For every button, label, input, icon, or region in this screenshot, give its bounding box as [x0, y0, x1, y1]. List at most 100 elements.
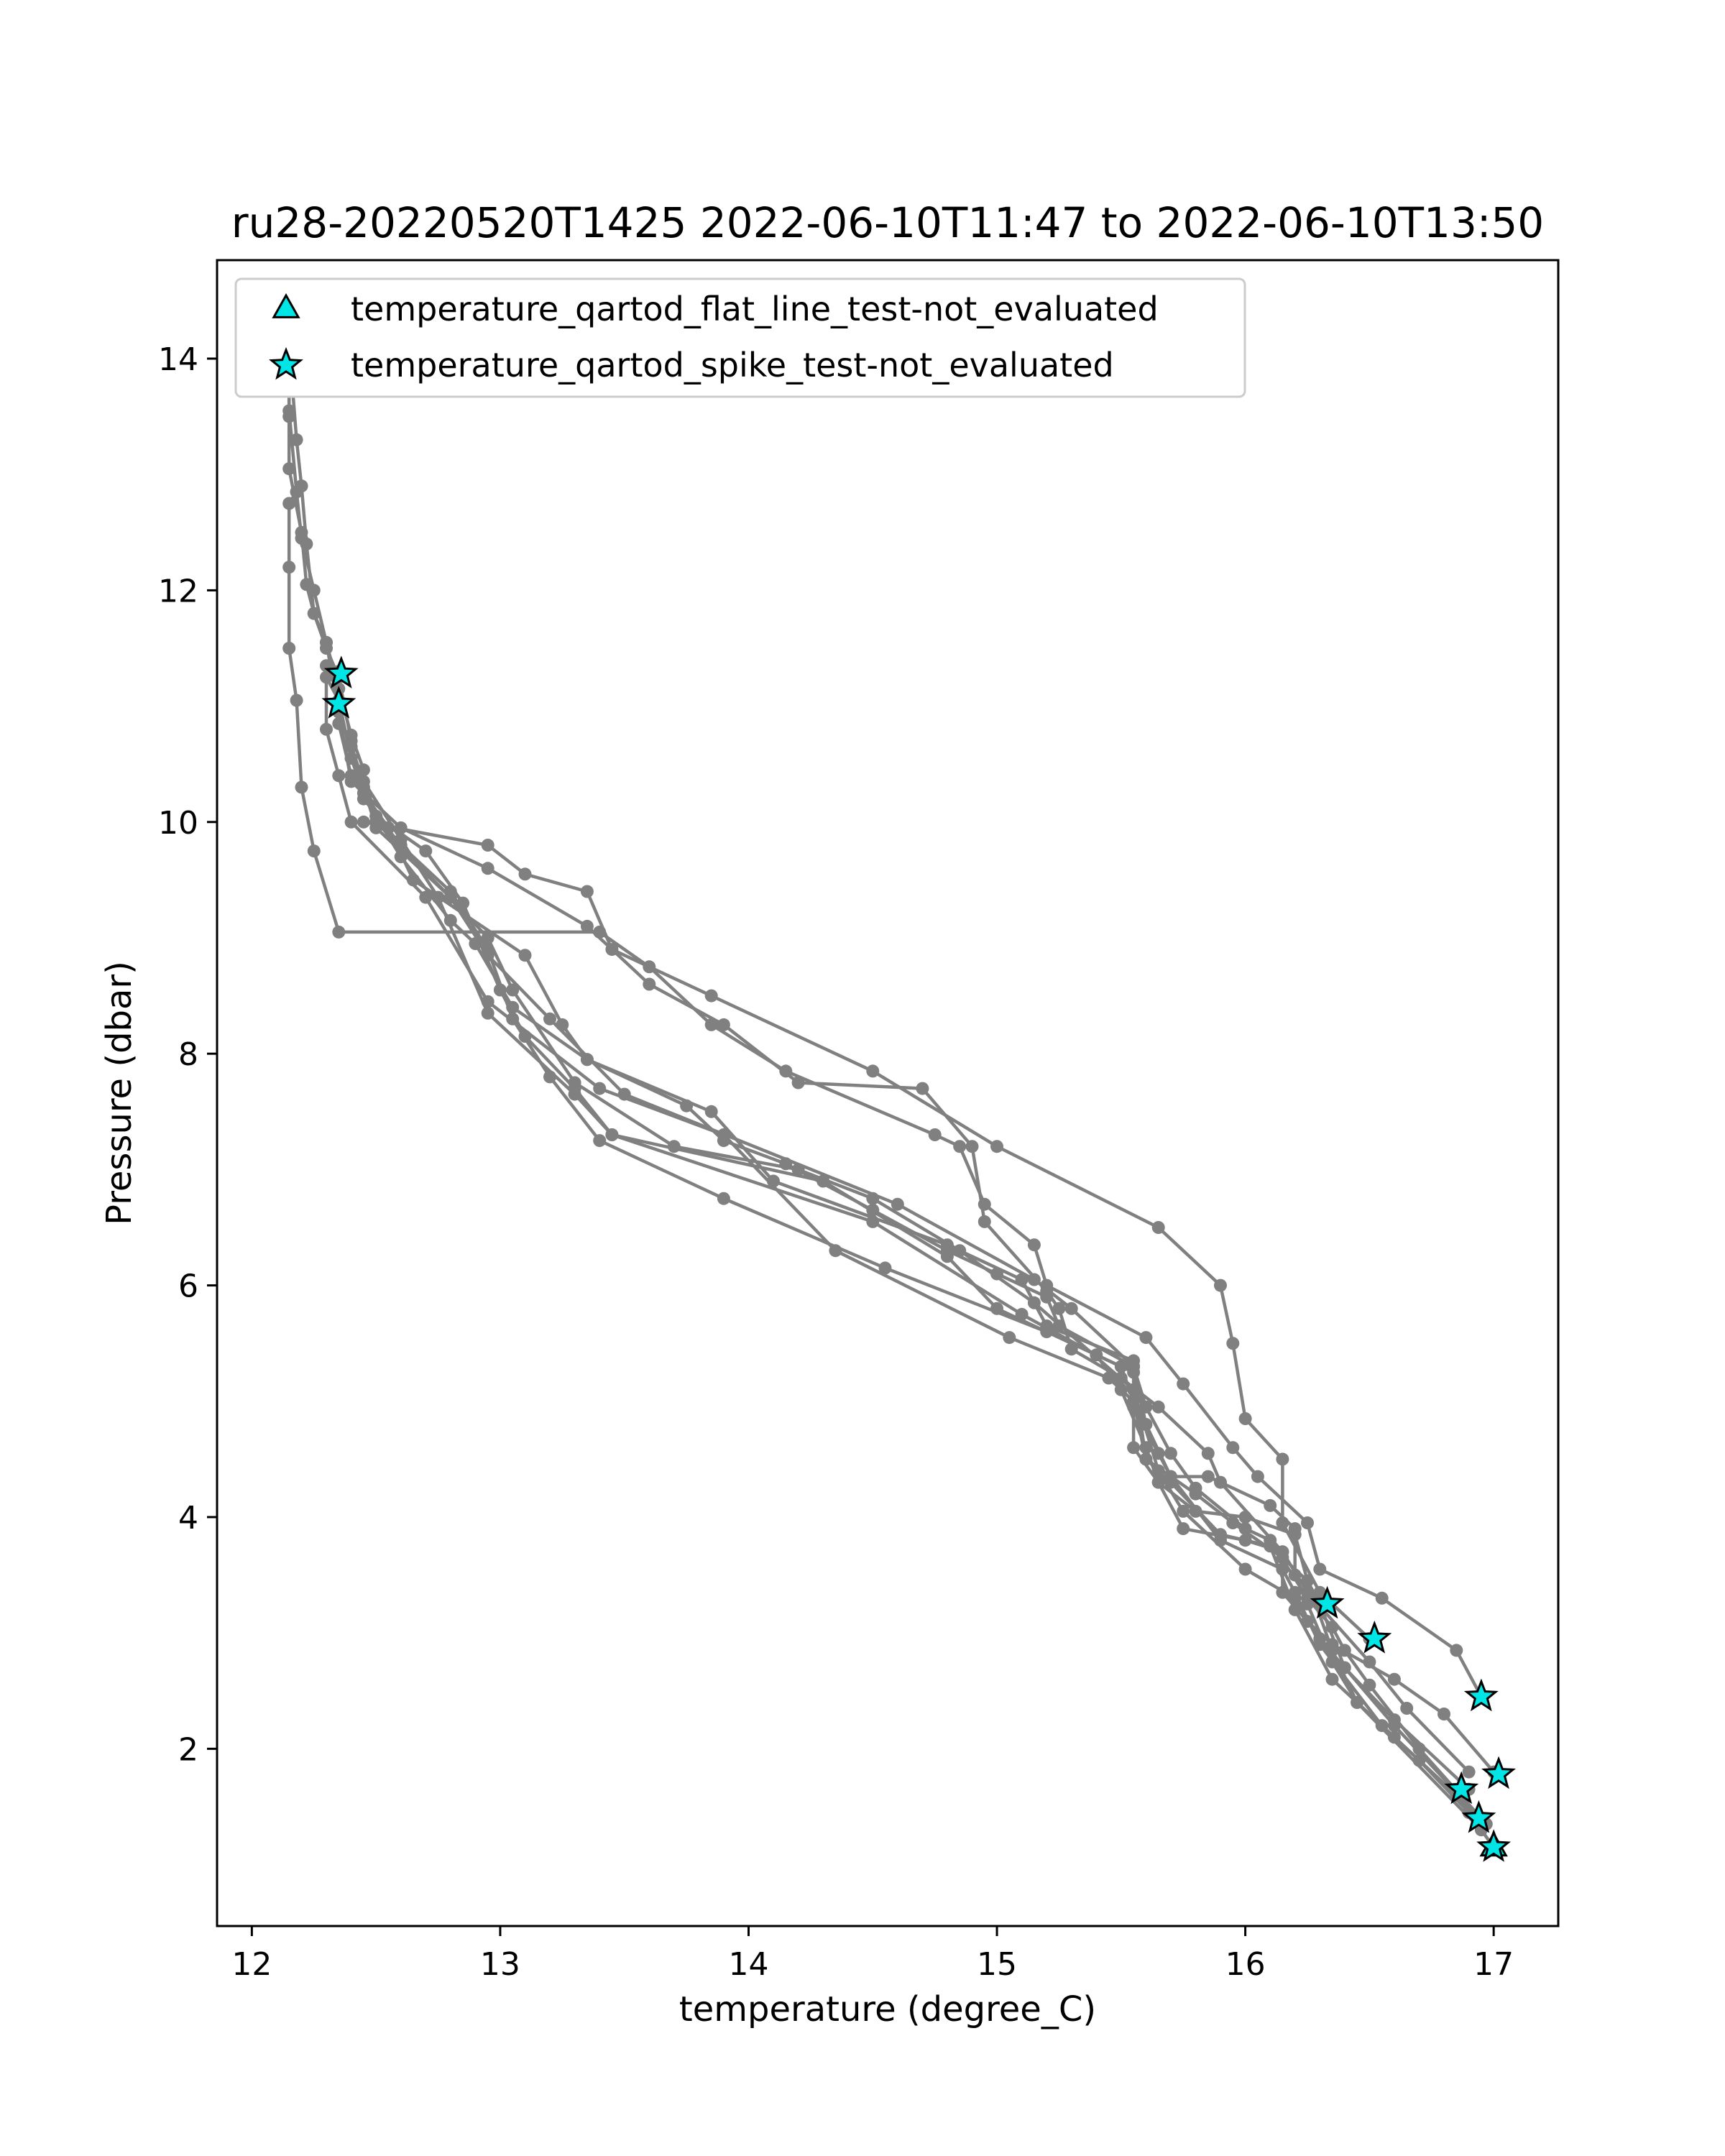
profile-point [1214, 1475, 1227, 1489]
profile-point [978, 1215, 991, 1228]
profile-point [1064, 1302, 1078, 1315]
profile-point [1052, 1302, 1066, 1315]
spike-marker [1463, 1678, 1499, 1712]
profile-point [1040, 1279, 1054, 1292]
profile-point [1189, 1481, 1202, 1495]
profile-point [1276, 1516, 1289, 1529]
profile-point [779, 1157, 793, 1171]
profile-point [593, 1134, 607, 1148]
spike-marker [1444, 1771, 1479, 1805]
profile-point [1238, 1412, 1252, 1425]
profile-point [481, 1006, 494, 1020]
profile-point [419, 844, 433, 858]
chart-title: ru28-20220520T1425 2022-06-10T11:47 to 2… [231, 198, 1544, 247]
y-tick-label: 2 [178, 1731, 198, 1768]
profile-point [1325, 1638, 1339, 1651]
profile-point [356, 815, 370, 829]
spike-marker [323, 655, 359, 688]
profile-point [1375, 1591, 1389, 1605]
profile-point [866, 1064, 880, 1078]
profile-point [916, 1082, 929, 1095]
profile-point [1363, 1678, 1376, 1692]
profile-point [1462, 1765, 1476, 1779]
profile-point [953, 1140, 967, 1153]
profile-point [556, 1018, 569, 1031]
spike-marker [1476, 1829, 1512, 1862]
profile-point [1164, 1447, 1177, 1460]
profile-point [332, 769, 346, 783]
profile-point [1201, 1447, 1215, 1460]
profile-point [605, 943, 619, 957]
profile-point [779, 1064, 793, 1078]
profile-point [1450, 1644, 1463, 1657]
y-tick-label: 6 [178, 1268, 198, 1305]
profile-point [1027, 1238, 1041, 1252]
profile-point [1313, 1562, 1327, 1576]
profile-point [866, 1192, 880, 1205]
x-tick-label: 12 [231, 1946, 272, 1983]
profile-point [1127, 1441, 1141, 1455]
profile-point [1226, 1337, 1240, 1350]
profile-point [990, 1302, 1003, 1315]
profile-point [1151, 1464, 1165, 1478]
profile-point [1151, 1400, 1165, 1414]
profile-point [394, 833, 408, 846]
profile-point [1151, 1475, 1165, 1489]
profile-point [1301, 1615, 1314, 1628]
profile-point [1177, 1522, 1190, 1536]
profile-point [1127, 1394, 1141, 1408]
profile-point [1151, 1221, 1165, 1234]
profile-point [1276, 1452, 1289, 1466]
profile-point [307, 844, 321, 858]
x-tick-label: 14 [728, 1946, 768, 1983]
y-tick-label: 14 [158, 341, 198, 378]
x-tick-label: 17 [1473, 1946, 1514, 1983]
profile-point [1114, 1371, 1128, 1385]
profile-point [965, 1140, 979, 1153]
profile-point [1400, 1702, 1414, 1715]
profile-point [1102, 1371, 1116, 1385]
profile-point [320, 635, 333, 649]
profile-point [443, 890, 457, 904]
profile-point [1027, 1296, 1041, 1309]
profile-point [704, 1105, 718, 1118]
profile-point [717, 1018, 730, 1031]
profile-point [568, 1076, 581, 1089]
profile-point [1177, 1504, 1190, 1518]
profile-point [1238, 1562, 1252, 1576]
profile-point [580, 885, 594, 898]
profile-point [1064, 1342, 1078, 1356]
profile-point [290, 694, 303, 707]
profile-point [506, 983, 520, 997]
profile-point [481, 839, 494, 852]
profile-point [419, 890, 433, 904]
spike-marker [1357, 1621, 1392, 1654]
profile-point [605, 1128, 619, 1141]
profile-point [295, 525, 308, 539]
profile-point [1325, 1672, 1339, 1686]
legend-item-triangle: temperature_qartod_flat_line_test-not_ev… [272, 290, 1159, 328]
profile-point [282, 410, 296, 423]
profile-point [282, 462, 296, 476]
profile-point [1351, 1695, 1364, 1709]
spike-marker [1461, 1800, 1496, 1833]
x-tick-label: 15 [977, 1946, 1017, 1983]
profile-point [1226, 1441, 1240, 1455]
profile-point [282, 561, 296, 574]
profile-point [643, 977, 656, 991]
profile-point [704, 989, 718, 1003]
profile-point [878, 1261, 892, 1275]
spike-marker [1481, 1756, 1516, 1789]
y-tick-label: 10 [158, 805, 198, 842]
profile-point [1139, 1331, 1153, 1345]
profile-point [940, 1244, 954, 1258]
legend-box [234, 277, 1246, 398]
profile-point [1251, 1470, 1264, 1483]
profile-point [307, 607, 321, 620]
profile-point [928, 1128, 942, 1141]
profile-point [1387, 1672, 1401, 1686]
profile-point [990, 1267, 1003, 1281]
profile-point [469, 937, 482, 951]
profile-point [320, 722, 333, 736]
